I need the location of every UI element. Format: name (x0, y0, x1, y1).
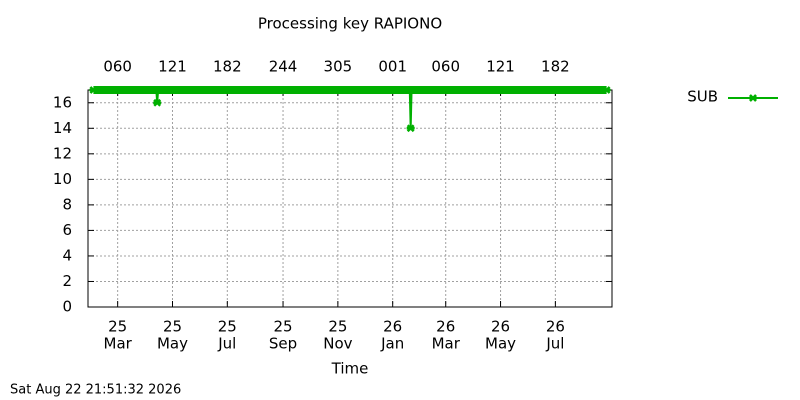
marker (749, 94, 757, 102)
x-tick-label: 26 (491, 318, 510, 336)
data-line (93, 89, 607, 129)
y-tick-label: 6 (62, 221, 72, 239)
marker (153, 98, 162, 107)
x-tick-label: Mar (104, 335, 133, 353)
x-tick-label: 25 (108, 318, 127, 336)
x-tick-label: 25 (218, 318, 237, 336)
y-tick-label: 2 (62, 272, 72, 290)
y-tick-label: 12 (53, 144, 72, 162)
x-tick-label: 26 (546, 318, 565, 336)
y-tick-label: 14 (53, 119, 72, 137)
data-band (93, 86, 607, 94)
x-tick-label: Jul (545, 335, 564, 353)
x-tick-label: Jul (217, 335, 236, 353)
x-tick-label: Sep (269, 335, 297, 353)
y-tick-label: 8 (62, 195, 72, 213)
x2-tick-label: 060 (103, 58, 132, 76)
x-axis-label: Time (331, 360, 369, 378)
x-tick-label: 26 (436, 318, 455, 336)
marker (407, 86, 416, 94)
x-tick-label: May (157, 335, 188, 353)
marker (154, 86, 163, 94)
x2-tick-label: 060 (431, 58, 460, 76)
x2-tick-label: 001 (378, 58, 407, 76)
y-tick-label: 16 (53, 93, 72, 111)
x-tick-label: Mar (432, 335, 461, 353)
x2-tick-label: 121 (158, 58, 187, 76)
marker (602, 86, 611, 94)
timestamp: Sat Aug 22 21:51:32 2026 (10, 383, 181, 398)
x-tick-label: 25 (273, 318, 292, 336)
x-tick-label: 25 (163, 318, 182, 336)
x2-tick-label: 244 (269, 58, 298, 76)
marker (89, 86, 98, 94)
x2-tick-label: 182 (541, 58, 570, 76)
y-tick-label: 10 (53, 170, 72, 188)
x-tick-label: Jan (380, 335, 404, 353)
legend-label: SUB (687, 88, 718, 106)
chart-title: Processing key RAPIONO (258, 15, 442, 33)
y-tick-label: 4 (62, 246, 72, 264)
x2-tick-label: 305 (324, 58, 353, 76)
marker (406, 124, 415, 133)
x-tick-label: Nov (323, 335, 352, 353)
y-tick-label: 0 (62, 298, 72, 316)
x-tick-label: 26 (383, 318, 402, 336)
x-tick-label: May (485, 335, 516, 353)
x-tick-label: 25 (328, 318, 347, 336)
x2-tick-label: 121 (486, 58, 515, 76)
x2-tick-label: 182 (213, 58, 242, 76)
plot-frame (87, 89, 613, 308)
